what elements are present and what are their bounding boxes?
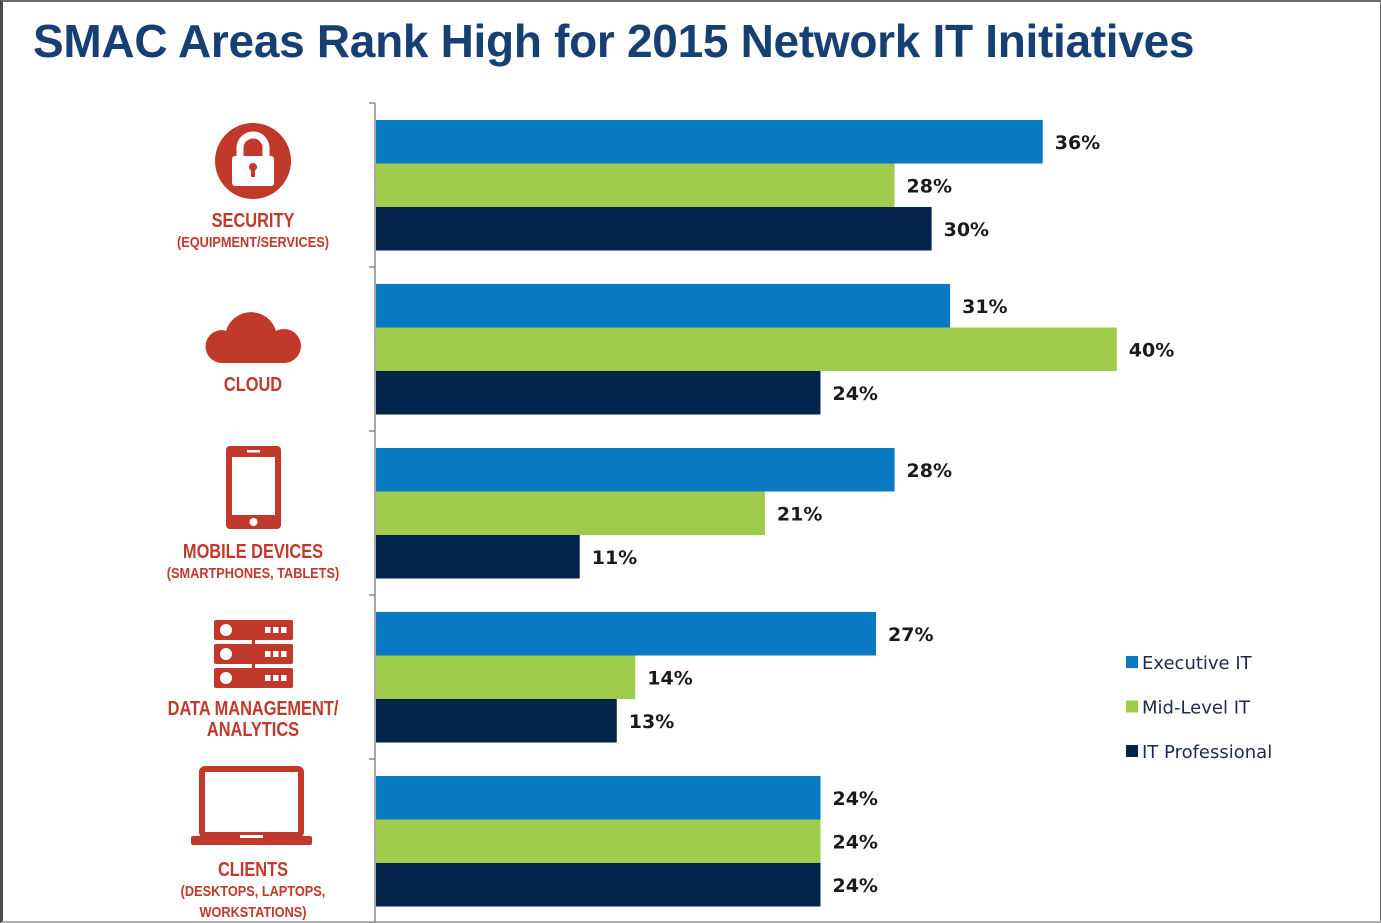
laptop-icon bbox=[191, 766, 312, 845]
value-label: 30% bbox=[944, 219, 989, 241]
legend-item: Executive IT bbox=[1126, 653, 1253, 674]
bar-executive-it-2 bbox=[376, 448, 895, 492]
category-sublabel: (EQUIPMENT/SERVICES) bbox=[177, 233, 329, 250]
category-label: MOBILE DEVICES bbox=[183, 539, 323, 562]
legend-swatch bbox=[1126, 700, 1138, 713]
category-sublabel: (DESKTOPS, LAPTOPS, bbox=[181, 882, 326, 899]
category-sublabel: (SMARTPHONES, TABLETS) bbox=[167, 564, 339, 581]
value-label: 28% bbox=[907, 175, 952, 197]
legend-swatch bbox=[1126, 656, 1138, 668]
value-label: 24% bbox=[832, 383, 877, 405]
server-icon bbox=[214, 620, 293, 688]
category-label: CLIENTS bbox=[218, 857, 288, 880]
value-labels: 36% 28% 30% 31% 40% 24% 28% 21% 11% 27% 14% 13% 24% 2… bbox=[592, 132, 1175, 897]
bar-mid-level-it-1 bbox=[376, 327, 1117, 371]
category-label: DATA MANAGEMENT/ bbox=[168, 696, 339, 719]
legend-item: Mid-Level IT bbox=[1126, 698, 1251, 719]
category-sublabel: WORKSTATIONS) bbox=[199, 903, 306, 920]
bar-mid-level-it-3 bbox=[376, 655, 636, 699]
legend: Executive IT Mid-Level IT IT Professional bbox=[1126, 653, 1272, 763]
value-label: 24% bbox=[832, 788, 877, 810]
bar-it-professional-3 bbox=[376, 699, 617, 743]
tablet-icon bbox=[226, 446, 281, 529]
bar-mid-level-it-4 bbox=[376, 819, 821, 863]
lock-icon bbox=[215, 123, 291, 199]
legend-label: Executive IT bbox=[1142, 653, 1253, 674]
category-sublabel: ANALYTICS bbox=[207, 717, 299, 740]
value-label: 14% bbox=[647, 667, 692, 689]
value-label: 24% bbox=[832, 875, 877, 897]
category-label: SECURITY bbox=[212, 208, 295, 231]
category-label: CLOUD bbox=[224, 372, 282, 395]
category-icons bbox=[191, 123, 312, 845]
value-label: 40% bbox=[1129, 339, 1174, 361]
chart-title: SMAC Areas Rank High for 2015 Network IT… bbox=[33, 15, 1195, 67]
category-labels: SECURITY (EQUIPMENT/SERVICES) CLOUD MOBILE … bbox=[167, 208, 339, 920]
value-label: 27% bbox=[888, 624, 933, 646]
bars bbox=[376, 120, 1117, 907]
value-label: 11% bbox=[592, 547, 637, 569]
bar-it-professional-2 bbox=[376, 535, 580, 579]
bar-it-professional-4 bbox=[376, 863, 821, 907]
legend-item: IT Professional bbox=[1126, 742, 1272, 763]
value-label: 28% bbox=[907, 460, 952, 482]
cloud-icon bbox=[205, 312, 301, 363]
y-axis bbox=[369, 102, 376, 923]
value-label: 24% bbox=[832, 831, 877, 853]
bar-it-professional-0 bbox=[376, 207, 932, 251]
bar-executive-it-3 bbox=[376, 612, 877, 656]
legend-label: Mid-Level IT bbox=[1142, 698, 1251, 719]
bar-executive-it-1 bbox=[376, 284, 951, 328]
value-label: 21% bbox=[777, 503, 822, 525]
legend-swatch bbox=[1126, 745, 1138, 757]
bar-mid-level-it-0 bbox=[376, 163, 895, 207]
value-label: 13% bbox=[629, 711, 674, 733]
bar-executive-it-0 bbox=[376, 120, 1043, 164]
legend-label: IT Professional bbox=[1142, 742, 1272, 763]
bar-executive-it-4 bbox=[376, 776, 821, 820]
value-label: 36% bbox=[1055, 132, 1100, 154]
bar-it-professional-1 bbox=[376, 371, 821, 415]
value-label: 31% bbox=[962, 296, 1007, 318]
bar-mid-level-it-2 bbox=[376, 491, 765, 535]
